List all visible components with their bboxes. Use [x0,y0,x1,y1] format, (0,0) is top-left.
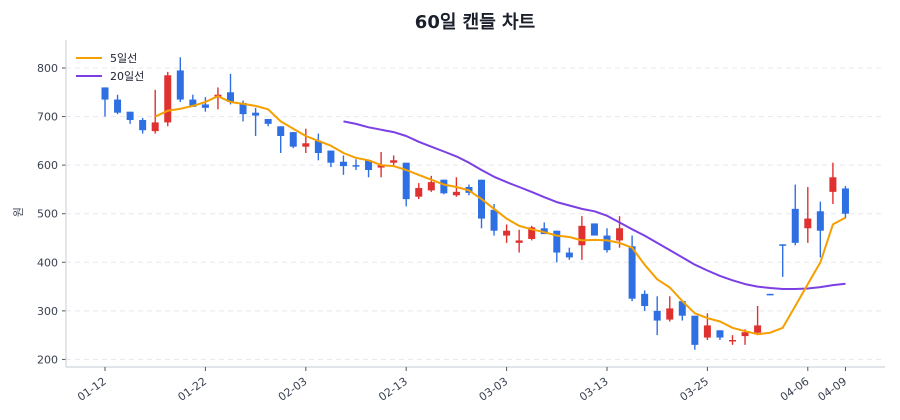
legend-label: 5일선 [110,51,137,65]
candle [440,179,448,195]
x-tick-label: 04-06 [778,375,812,404]
candle [151,89,159,134]
candle [252,107,260,136]
chart-title: 60일 캔들 차트 [415,12,535,33]
x-tick-label: 02-13 [376,375,410,404]
ma20-line [343,120,846,290]
candle [427,175,435,192]
candle [189,94,197,107]
y-tick-label: 200 [37,353,58,366]
candle [729,335,736,345]
candle [126,111,134,124]
candle [314,133,322,161]
legend-label: 20일선 [110,69,144,83]
candle [565,247,573,260]
candle [628,235,636,302]
candle [791,184,799,246]
candle [289,132,297,149]
candle [201,97,209,112]
x-tick-label: 03-25 [677,375,711,404]
legend: 5일선 20일선 [76,51,144,83]
moving-average-lines [154,95,846,336]
axes: 200 300 400 500 600 700 800 01-12 01-22 02-03 02-1… [37,40,885,404]
candle [302,128,310,153]
y-tick-label: 400 [37,256,58,269]
y-tick-label: 800 [37,62,58,75]
candle [641,290,649,311]
candle [365,160,373,178]
y-tick-label: 700 [37,111,58,124]
x-tick-label: 02-03 [276,375,310,404]
candle [841,186,849,219]
y-tick-label: 500 [37,208,58,221]
candle [503,224,511,243]
candle [804,186,812,243]
candle [114,94,122,115]
x-tick-label: 04-09 [816,375,850,404]
candle [327,150,335,168]
candle [415,183,423,200]
candle [829,162,837,204]
candle [666,296,674,322]
x-tick-label: 01-12 [75,375,109,404]
candle [653,296,661,336]
candle [779,244,787,277]
candle [478,179,485,229]
candle [339,155,347,175]
candle [139,118,147,134]
y-axis-label: 원 [12,207,25,217]
y-tick-label: 600 [37,159,58,172]
ma5-line [154,95,846,336]
candle [678,300,686,321]
candle [164,71,172,127]
legend-item: 5일선 [76,51,137,65]
candle [264,118,272,127]
candle [754,305,762,336]
candle [766,293,774,296]
candle [590,223,598,236]
candle [101,87,109,117]
grid-lines [66,67,885,360]
candle [352,159,360,170]
candle [227,73,234,105]
legend-item: 20일선 [76,69,144,83]
candle [277,126,285,153]
candle [816,201,824,258]
x-tick-label: 03-03 [477,375,511,404]
candle [176,57,184,102]
candle [390,155,398,166]
y-tick-label: 300 [37,305,58,318]
candle [691,315,699,350]
candle [716,330,724,340]
candles [101,57,849,350]
candle [578,216,586,260]
x-tick-label: 03-13 [577,375,611,404]
x-tick-label: 01-22 [175,375,209,404]
candle [515,229,523,253]
